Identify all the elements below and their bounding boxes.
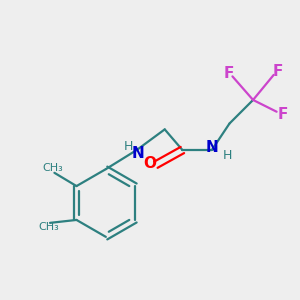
Text: F: F	[277, 106, 288, 122]
Text: F: F	[273, 64, 283, 80]
Text: O: O	[143, 156, 156, 171]
Text: H: H	[223, 149, 232, 162]
Text: CH₃: CH₃	[38, 222, 59, 232]
Text: N: N	[206, 140, 218, 155]
Text: N: N	[132, 146, 145, 161]
Text: H: H	[124, 140, 133, 153]
Text: CH₃: CH₃	[43, 164, 63, 173]
Text: F: F	[224, 66, 234, 81]
